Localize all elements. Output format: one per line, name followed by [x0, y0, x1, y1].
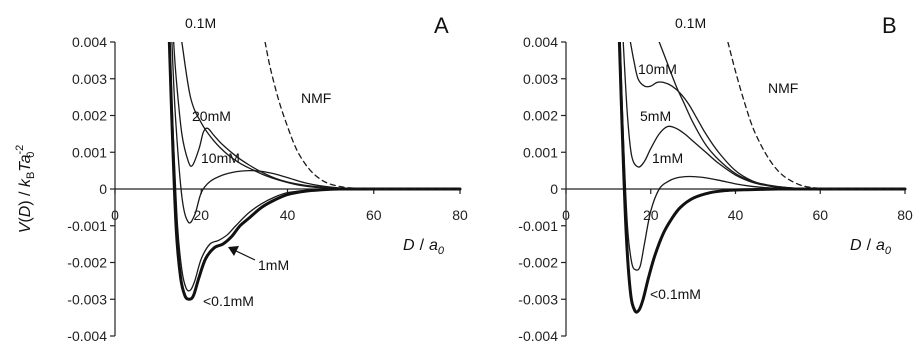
- y-tick-label: 0.002: [72, 108, 107, 124]
- y-tick-label: 0.004: [72, 34, 107, 50]
- y-tick-label: 0.002: [523, 108, 558, 124]
- y-tick-label: -0.001: [518, 218, 558, 234]
- series-line-10mm: [171, 42, 461, 224]
- panel-label: B: [882, 13, 897, 38]
- x-tick-label: 0: [111, 207, 119, 223]
- x-tick-label: 0: [562, 207, 570, 223]
- annotation-nmf: NMF: [301, 90, 331, 106]
- x-tick-label: 60: [366, 207, 382, 223]
- series-line-nmf: [264, 42, 461, 190]
- y-tick-label: -0.004: [518, 328, 558, 343]
- annotation-0-1m: 0.1M: [185, 15, 216, 31]
- y-tick-label: -0.002: [518, 255, 558, 271]
- series-line-lt-0-1mm: [167, 42, 462, 301]
- series-line-nmf: [727, 42, 906, 190]
- y-tick-label: 0.003: [523, 71, 558, 87]
- annotation-5mm: 5mM: [640, 108, 671, 124]
- y-tick-label: -0.003: [67, 291, 107, 307]
- x-tick-label: 80: [897, 207, 913, 223]
- x-tick-label: 80: [452, 207, 468, 223]
- y-tick-label: 0: [550, 181, 558, 197]
- annotation-lt-0-1mm: <0.1mM: [203, 293, 254, 309]
- annotation-1mm: 1mM: [652, 150, 683, 166]
- panel-b: 0.0040.0030.0020.0010-0.001-0.002-0.003-…: [518, 13, 913, 343]
- annotation-arrow: [233, 249, 256, 261]
- x-axis-label: D / a0: [850, 237, 892, 257]
- x-axis-label: D / a0: [403, 237, 445, 257]
- annotation-10mm: 10mM: [201, 150, 240, 166]
- y-tick-label: 0.001: [72, 144, 107, 160]
- y-axis-label: V(D) / kBTa-20: [14, 145, 37, 234]
- x-tick-label: 40: [280, 207, 296, 223]
- annotation-1mm: 1mM: [258, 257, 289, 273]
- annotation-nmf: NMF: [768, 80, 798, 96]
- x-tick-label: 20: [193, 207, 209, 223]
- annotation-20mm: 20mM: [192, 108, 231, 124]
- x-tick-label: 40: [728, 207, 744, 223]
- annotation-0-1m: 0.1M: [675, 15, 706, 31]
- y-tick-label: -0.003: [518, 291, 558, 307]
- annotation-10mm: 10mM: [638, 61, 677, 77]
- y-tick-label: 0.003: [72, 71, 107, 87]
- series-line-lt-0-1mm: [617, 42, 907, 314]
- annotation-lt-0-1mm: <0.1mM: [650, 286, 701, 302]
- y-tick-label: -0.004: [67, 328, 107, 343]
- y-tick-label: 0.004: [523, 34, 558, 50]
- annotation-arrowhead: [228, 246, 239, 256]
- y-tick-label: 0: [99, 181, 107, 197]
- series-line-1mm: [169, 42, 461, 292]
- y-tick-label: -0.001: [67, 218, 107, 234]
- y-tick-label: -0.002: [67, 255, 107, 271]
- x-tick-label: 20: [643, 207, 659, 223]
- x-tick-label: 60: [812, 207, 828, 223]
- panel-a: 0.0040.0030.0020.0010-0.001-0.002-0.003-…: [14, 13, 468, 343]
- y-tick-label: 0.001: [523, 144, 558, 160]
- series-line-0-1m: [658, 42, 906, 190]
- panel-label: A: [434, 13, 449, 38]
